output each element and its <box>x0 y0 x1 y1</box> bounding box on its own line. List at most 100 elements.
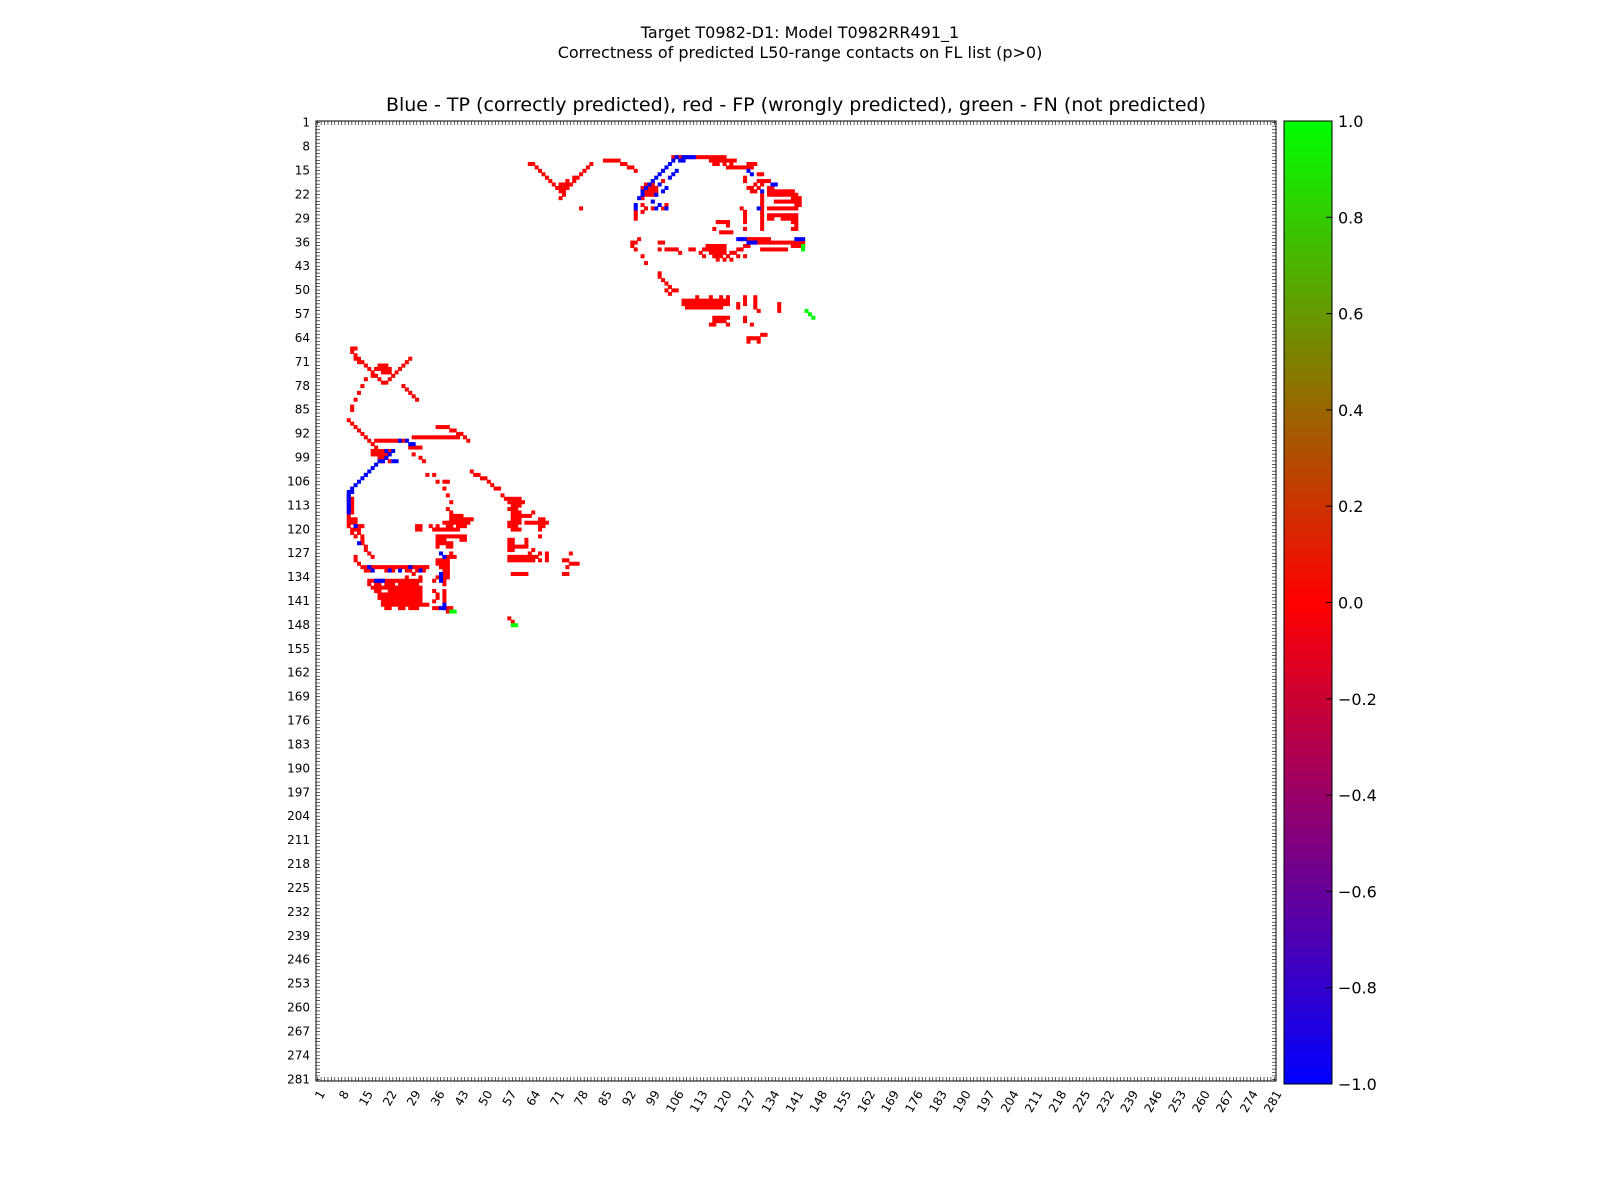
contact-cell <box>770 213 775 218</box>
contact-cell <box>514 507 519 512</box>
contact-cell <box>387 595 392 600</box>
contact-cell <box>527 558 532 563</box>
contact-cell <box>510 503 515 508</box>
contact-cell <box>743 165 748 170</box>
contact-cell <box>524 571 529 576</box>
contact-cell <box>640 185 645 190</box>
contact-cell <box>725 315 730 320</box>
contact-cell <box>725 230 730 235</box>
contact-cell <box>664 247 669 252</box>
contact-cell <box>462 520 467 525</box>
contact-cell <box>654 206 659 211</box>
contact-cell <box>350 503 355 508</box>
contact-cell <box>681 158 686 163</box>
contact-cell <box>517 500 522 505</box>
contact-cell <box>725 295 730 300</box>
contact-cell <box>643 182 648 187</box>
contact-cell <box>719 315 724 320</box>
figure-title-line1: Target T0982-D1: Model T0982RR491_1 <box>640 23 960 42</box>
contact-cell <box>411 435 416 440</box>
contact-cell <box>384 599 389 604</box>
contact-cell <box>722 319 727 324</box>
contact-cell <box>760 202 765 208</box>
contact-cell <box>387 565 392 570</box>
y-tick-label: 253 <box>287 977 310 991</box>
contact-cell <box>753 237 758 242</box>
contact-cell <box>510 541 515 546</box>
contact-cell <box>541 524 546 529</box>
contact-cell <box>661 278 666 283</box>
contact-cell <box>722 298 727 303</box>
contact-cell <box>380 592 385 597</box>
contact-cell <box>435 527 440 532</box>
contact-cell <box>746 336 751 341</box>
contact-cell <box>743 243 748 249</box>
contact-cell <box>760 332 765 337</box>
contact-cell <box>486 479 491 484</box>
contact-cell <box>561 571 566 576</box>
contact-cell <box>736 302 741 307</box>
contact-cell <box>715 158 720 163</box>
contact-cell <box>510 517 515 522</box>
contact-cell <box>684 302 689 307</box>
contact-cell <box>647 189 652 194</box>
contact-cell <box>438 575 444 580</box>
contact-cell <box>476 472 481 477</box>
contact-cell <box>561 189 566 194</box>
contact-cell <box>684 298 689 303</box>
contact-cell <box>688 302 693 307</box>
contact-cell <box>510 507 515 512</box>
contact-cell <box>715 315 720 320</box>
x-tick-label: 99 <box>643 1088 663 1108</box>
contact-cell <box>391 578 396 583</box>
contact-cell <box>606 158 611 163</box>
contact-cell <box>346 510 351 515</box>
contact-cell <box>387 370 392 375</box>
contact-cell <box>753 298 758 303</box>
contact-cell <box>418 589 423 594</box>
contact-cell <box>435 561 440 566</box>
contact-cell <box>510 513 515 518</box>
contact-cell <box>794 196 799 201</box>
contact-cell <box>370 578 375 583</box>
y-tick-label: 155 <box>287 642 310 656</box>
contact-cell <box>442 541 447 546</box>
contact-cell <box>797 237 802 242</box>
contact-cell <box>647 182 652 187</box>
contact-cell <box>357 527 362 532</box>
contact-cell <box>520 571 525 576</box>
contact-cell <box>442 582 447 587</box>
contact-cell <box>360 384 365 389</box>
contact-cell <box>517 503 522 508</box>
contact-cell <box>360 524 365 529</box>
contact-cell <box>370 448 375 453</box>
contact-cell <box>442 527 447 532</box>
contact-cell <box>432 599 437 604</box>
contact-cell <box>397 366 403 371</box>
contact-cell <box>346 503 351 508</box>
contact-cell <box>397 606 403 611</box>
contact-cell <box>760 226 765 231</box>
contact-cell <box>743 295 748 300</box>
contact-cell <box>514 544 519 549</box>
y-tick-label: 71 <box>295 355 310 369</box>
contact-cell <box>401 384 406 389</box>
contact-cell <box>633 168 638 173</box>
contact-cell <box>346 489 351 494</box>
contact-cell <box>561 185 566 190</box>
contact-cell <box>452 534 457 539</box>
contact-cell <box>565 558 570 563</box>
contact-cell <box>797 240 802 245</box>
contact-cell <box>387 568 392 573</box>
contact-cell <box>380 565 385 570</box>
contact-cell <box>794 216 799 221</box>
contact-cell <box>432 606 437 611</box>
contact-cell <box>712 162 717 167</box>
contact-cell <box>688 298 693 303</box>
contact-cell <box>684 305 689 310</box>
contact-cell <box>712 226 717 231</box>
contact-cell <box>449 524 454 529</box>
contact-cell <box>346 517 351 522</box>
contact-cell <box>753 302 758 307</box>
contact-cell <box>391 459 396 464</box>
